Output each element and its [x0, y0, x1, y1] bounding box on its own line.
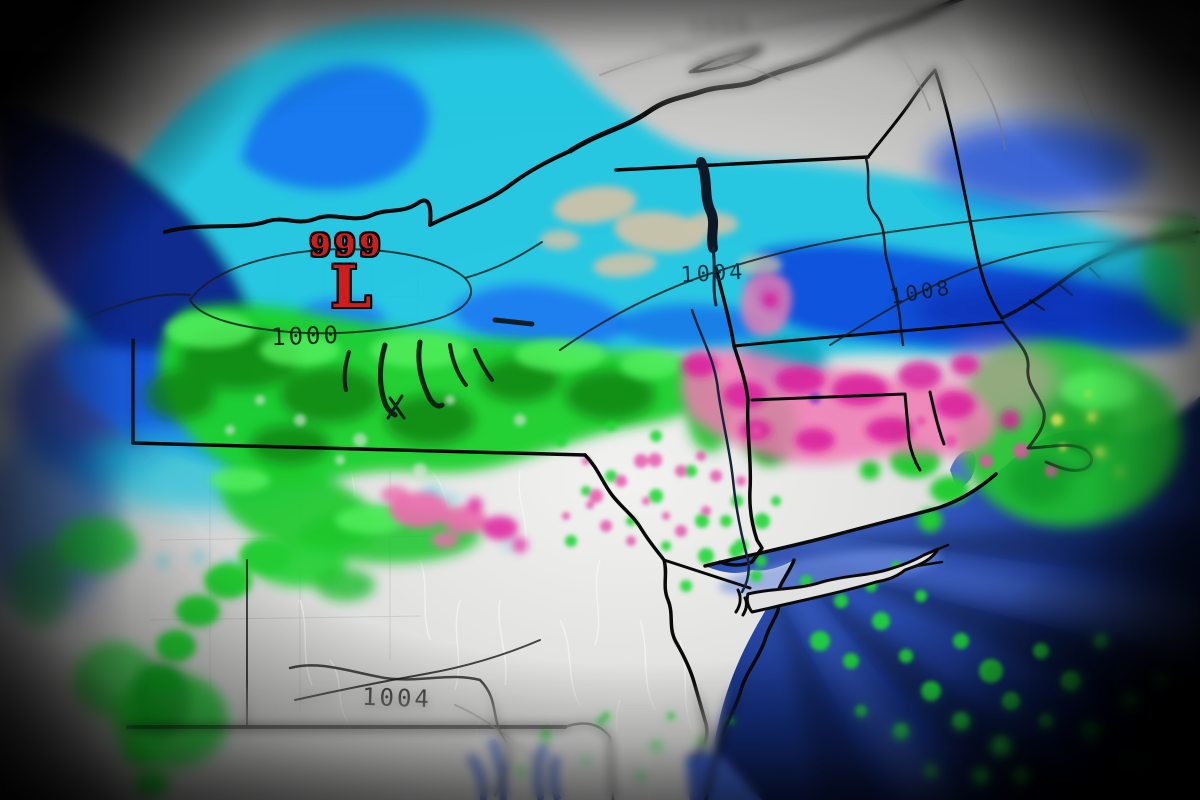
weather-map: 999 L 1008 1004 1008 1000 1004 [0, 0, 1200, 800]
weather-map-canvas [0, 0, 1200, 800]
